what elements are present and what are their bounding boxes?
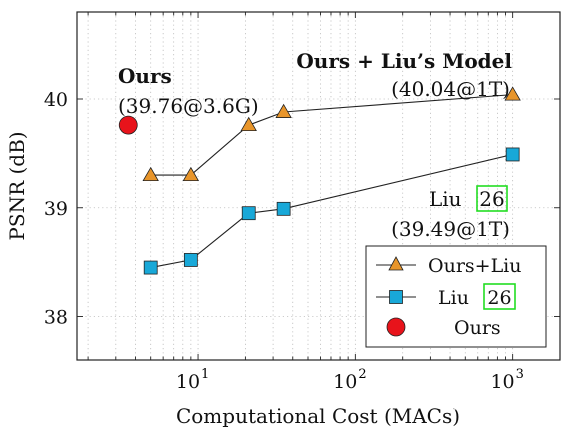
- annotation-combo-value: (40.04@1T): [391, 77, 510, 101]
- x-tick-exp: 1: [201, 367, 209, 382]
- y-tick-label-1: 39: [44, 198, 68, 220]
- data-point-square-4: [505, 147, 520, 162]
- annotation-liu-ref: 26: [479, 187, 504, 211]
- annotation-ours-title: Ours: [118, 64, 172, 88]
- series-ours-liu: [142, 86, 521, 182]
- series-liu: [143, 147, 520, 275]
- x-tick-labels: 10 1 10 2 10 3: [176, 367, 524, 393]
- tick-marks: [77, 12, 561, 360]
- y-tick-label-2: 40: [44, 89, 68, 111]
- data-point-triangle-0: [142, 166, 159, 182]
- watermark: 知乎 @夏李的蝉声: [447, 397, 563, 414]
- legend-marker-liu: [389, 290, 403, 304]
- series-layer: [118, 86, 521, 275]
- legend-label-ours: Ours: [454, 317, 501, 339]
- x-tick-label-2: 10 3: [490, 367, 523, 393]
- annotation-combo-title: Ours + Liu’s Model: [296, 49, 512, 73]
- y-tick-label-0: 38: [44, 307, 68, 329]
- legend-liu-ref-box: [483, 283, 516, 310]
- data-point-triangle-1: [182, 166, 200, 182]
- annotation-liu-title: Liu: [429, 187, 462, 211]
- annotation-liu-value: (39.49@1T): [391, 217, 510, 241]
- data-point-square-2: [241, 206, 256, 221]
- data-point-square-1: [183, 253, 198, 267]
- data-point-circle-0: [118, 115, 138, 135]
- data-point-square-0: [143, 260, 158, 275]
- x-tick-exp: 2: [358, 367, 366, 382]
- series-ours: [118, 115, 138, 135]
- plot-frame: [76, 11, 561, 361]
- data-point-triangle-4: [504, 86, 521, 101]
- x-tick-base: 10: [490, 371, 514, 393]
- data-point-triangle-2: [240, 116, 257, 132]
- annotation-liu-ref-box: [476, 185, 508, 212]
- x-tick-label-1: 10 2: [333, 367, 366, 393]
- x-tick-base: 10: [333, 371, 357, 393]
- data-point-square-3: [276, 201, 291, 216]
- legend-liu-ref: 26: [487, 287, 511, 309]
- legend-marker-ours: [386, 317, 406, 337]
- x-tick-label-0: 10 1: [176, 367, 209, 393]
- legend: Ours+Liu Liu 26 Ours: [365, 245, 547, 348]
- legend-label-ours-liu: Ours+Liu: [428, 255, 522, 277]
- data-point-triangle-3: [275, 103, 292, 118]
- annotation-ours-value: (39.76@3.6G): [118, 94, 259, 118]
- x-tick-base: 10: [176, 371, 200, 393]
- x-axis-title: Computational Cost (MACs): [176, 404, 460, 428]
- legend-label-liu: Liu: [438, 287, 469, 309]
- y-axis-title: PSNR (dB): [5, 131, 29, 240]
- y-tick-labels: 38 39 40: [44, 89, 68, 329]
- legend-marker-ours-liu: [388, 256, 404, 271]
- x-tick-exp: 3: [516, 367, 524, 382]
